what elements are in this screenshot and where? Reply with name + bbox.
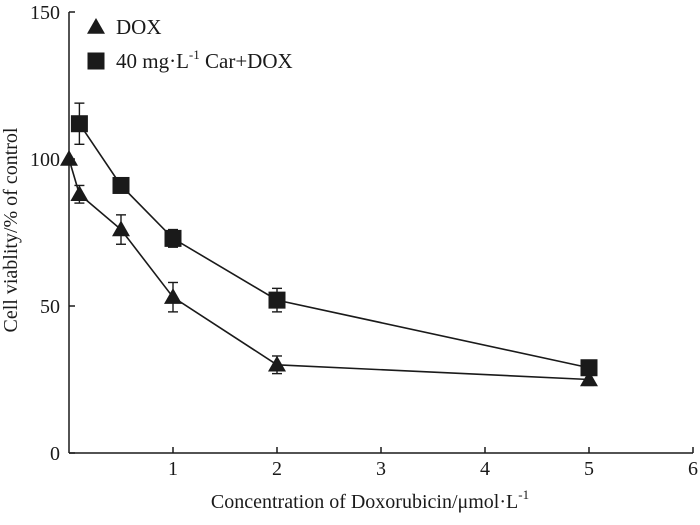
series-layer: [60, 102, 598, 387]
legend-label: DOX: [116, 15, 162, 39]
y-tick-label: 150: [30, 2, 60, 24]
legend-marker: [87, 52, 105, 70]
data-point: [164, 229, 182, 247]
legend-entry-2: 40 mg·L-1 Car+DOX: [87, 47, 293, 73]
data-point: [112, 220, 130, 237]
data-point: [164, 288, 182, 304]
y-tick-label: 0: [50, 443, 60, 465]
y-axis-title: Cell viablity/% of control: [0, 127, 22, 332]
legend-marker: [87, 18, 105, 34]
x-axis-title-superscript: -1: [518, 487, 529, 502]
x-axis-title: Concentration of Doxorubicin/μmol·L-1: [211, 487, 529, 513]
series-1: [60, 150, 598, 387]
data-point: [70, 185, 89, 202]
legend-label: 40 mg·L-1 Car+DOX: [116, 47, 293, 73]
data-point: [70, 115, 88, 133]
x-tick-label: 6: [688, 458, 698, 480]
legend-label-superscript: -1: [189, 47, 200, 62]
x-tick-label: 3: [376, 458, 386, 480]
series-2: [70, 102, 598, 377]
legend-label-text: DOX: [116, 15, 162, 39]
legend: DOX 40 mg·L-1 Car+DOX: [87, 15, 293, 73]
x-tick-label: 2: [272, 458, 282, 480]
data-point: [112, 176, 130, 194]
legend-label-text: 40 mg·L: [116, 49, 189, 73]
x-tick-label: 5: [584, 458, 594, 480]
x-tick-label: 1: [168, 458, 178, 480]
series-line: [78, 123, 590, 369]
legend-entry-1: DOX: [87, 15, 162, 39]
ticks: 1 2 3 4 5 6 0 50 100 150: [30, 2, 698, 480]
data-point: [580, 370, 598, 387]
y-tick-label: 100: [30, 149, 60, 171]
data-point: [60, 150, 78, 166]
x-tick-label: 4: [480, 458, 490, 480]
axes: [68, 12, 693, 454]
x-axis-title-text: Concentration of Doxorubicin/μmol·L: [211, 491, 518, 513]
data-point: [580, 359, 598, 377]
data-point: [268, 291, 286, 309]
y-tick-label: 50: [40, 296, 60, 318]
data-point: [268, 355, 286, 372]
legend-label-suffix: Car+DOX: [200, 49, 293, 73]
series-line: [68, 158, 590, 381]
